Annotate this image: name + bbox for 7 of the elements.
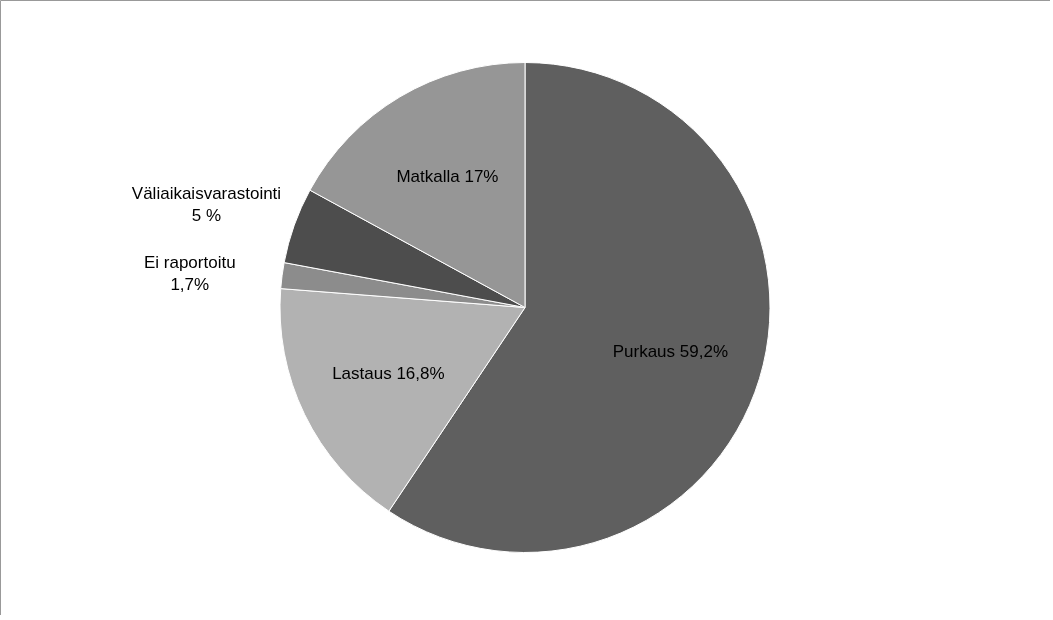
slice-label: Ei raportoitu [143, 253, 236, 273]
slice-label: Lastaus 16,8% [332, 363, 445, 383]
slice-label: Purkaus 59,2% [612, 341, 728, 361]
slice-label: Väliaikaisvarastointi [131, 184, 282, 204]
data-label: 5 % [191, 206, 222, 226]
slice-label: Matkalla 17% [396, 166, 499, 186]
data-label: 1,7% [170, 275, 210, 295]
